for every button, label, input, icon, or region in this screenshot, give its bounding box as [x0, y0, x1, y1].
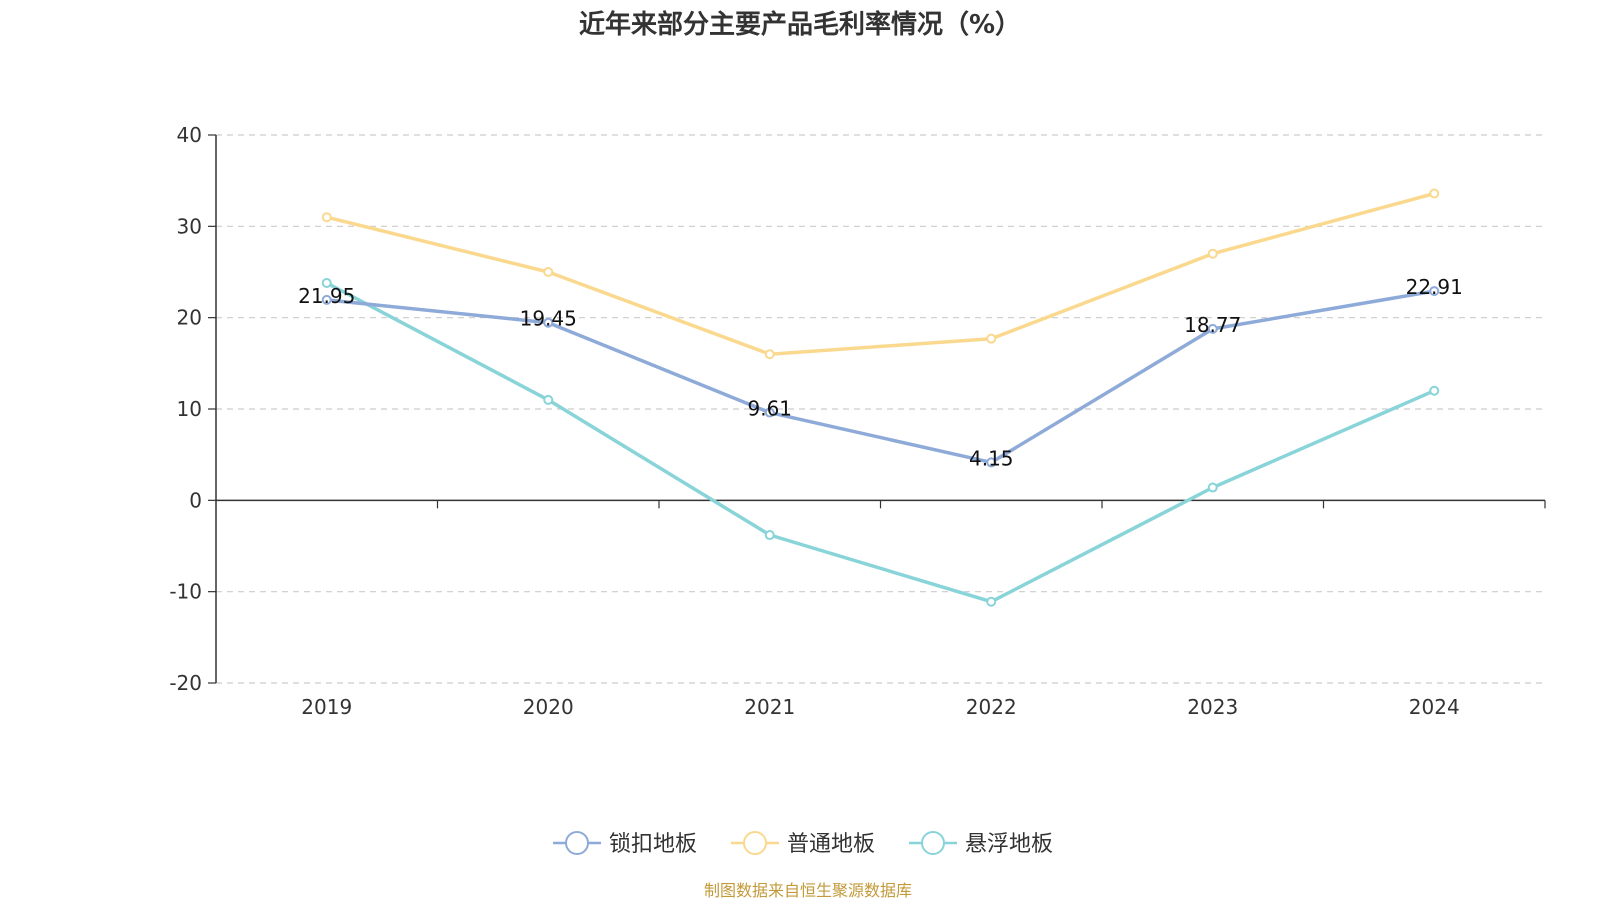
data-label: 21.95	[298, 284, 355, 308]
data-point	[543, 267, 554, 277]
legend-marker	[743, 831, 767, 855]
data-label: 18.77	[1184, 313, 1241, 337]
data-label: 4.15	[969, 446, 1014, 470]
legend-label: 悬浮地板	[965, 832, 1053, 857]
x-tick-label: 2024	[1409, 695, 1460, 719]
data-point	[764, 407, 775, 418]
data-point	[986, 333, 997, 344]
data-point	[1207, 482, 1218, 493]
source-note: 制图数据来自恒生聚源数据库	[704, 881, 912, 900]
x-tick-label: 2019	[301, 695, 352, 719]
data-labels: 21.95 19.45 9.61 4.15 18.77 22.91	[298, 275, 1463, 470]
axes: 40 30 20 10 0 -10 -20 2019 2020 2021 2022 2023 2024	[169, 123, 1546, 719]
data-point	[321, 277, 332, 288]
legend-marker	[565, 831, 589, 855]
data-label: 19.45	[520, 307, 577, 331]
legend-label: 锁扣地板	[609, 832, 697, 857]
grid-lines	[216, 134, 1545, 684]
y-tick-label: 20	[177, 306, 202, 330]
y-tick-label: -20	[169, 671, 202, 695]
y-tick-label: 30	[177, 214, 202, 238]
series-line-0	[326, 289, 1435, 465]
x-tick-label: 2022	[966, 695, 1017, 719]
legend-marker	[921, 831, 945, 855]
data-label: 22.91	[1406, 275, 1463, 299]
data-point	[764, 349, 775, 360]
y-tick-label: 40	[177, 123, 202, 147]
x-tick-label: 2020	[523, 695, 574, 719]
x-tick-label: 2021	[744, 695, 795, 719]
data-point	[986, 596, 997, 607]
data-point	[1429, 385, 1440, 396]
legend-label: 普通地板	[787, 832, 875, 857]
data-label: 9.61	[747, 397, 792, 421]
data-point	[543, 394, 554, 405]
data-point	[764, 530, 775, 541]
legend-item-0[interactable]: 锁扣地板	[553, 831, 697, 857]
data-point	[1429, 286, 1440, 297]
data-point	[321, 212, 332, 223]
chart-title: 近年来部分主要产品毛利率情况（%）	[579, 9, 1021, 40]
series-line-1	[326, 191, 1435, 356]
y-tick-label: 0	[189, 488, 202, 512]
legend-item-2[interactable]: 悬浮地板	[909, 831, 1053, 857]
y-tick-label: -10	[169, 580, 202, 604]
data-point	[543, 317, 554, 328]
data-point	[986, 457, 997, 468]
data-point	[1207, 323, 1218, 334]
x-tick-label: 2023	[1187, 695, 1238, 719]
data-point	[1429, 188, 1440, 199]
data-point	[1207, 248, 1218, 259]
series-line-2	[325, 281, 1436, 604]
data-point	[321, 294, 332, 305]
legend[interactable]: 锁扣地板 普通地板 悬浮地板	[553, 831, 1053, 857]
legend-item-1[interactable]: 普通地板	[731, 831, 875, 857]
y-tick-label: 10	[177, 397, 202, 421]
series-lines	[321, 188, 1440, 607]
